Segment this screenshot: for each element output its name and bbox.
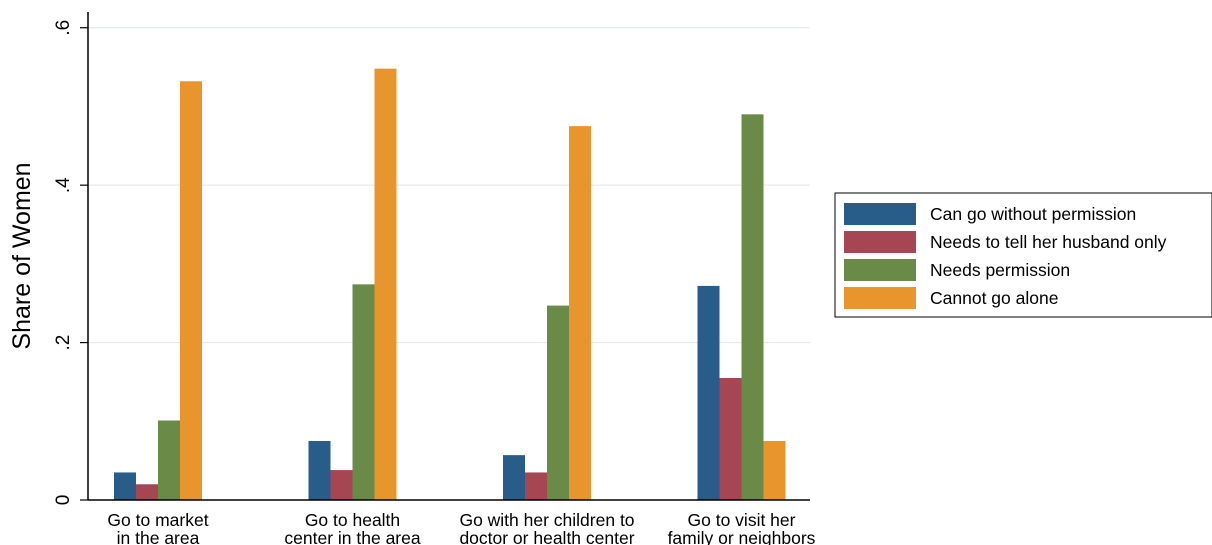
y-tick-label: .6 [53,20,74,36]
bars [114,68,786,501]
legend-swatch [844,203,916,225]
x-tick-label: Go with her children to doctor or health … [459,510,634,545]
legend-swatch [844,259,916,281]
bar [697,285,720,500]
bar [180,81,202,500]
bar [158,420,180,500]
x-tick-label: Go to health center in the area [284,510,420,545]
gridlines [88,27,810,344]
bar [569,126,591,501]
y-tick-label: 0 [53,495,74,506]
x-tick-label: Go to visit her family or neighbors [668,510,816,545]
legend-label: Needs to tell her husband only [930,232,1167,252]
legend-swatch [844,287,916,309]
bar [374,68,397,501]
y-tick-label: .4 [53,177,74,193]
bar [136,484,158,500]
x-tick-label: Go to market in the area [107,510,208,545]
y-axis-label: Share of Women [8,162,36,349]
y-axis-ticks: 0 .2 .4 .6 [53,20,88,505]
legend-label: Needs permission [930,260,1070,280]
bar [503,455,525,500]
legend: Can go without permission Needs to tell h… [834,192,1212,318]
bar [547,305,569,500]
bar [525,472,547,500]
x-axis-ticks: Go to market in the area Go to health cente… [107,510,815,545]
bar [114,472,136,500]
bar [308,440,331,500]
bar [330,470,353,500]
legend-label: Can go without permission [930,204,1136,224]
y-tick-label: .2 [53,335,74,351]
legend-swatch [844,231,916,253]
bar [763,440,786,500]
legend-label: Cannot go alone [930,288,1058,308]
bar [352,284,375,500]
bar [741,114,764,501]
bar [719,378,742,500]
